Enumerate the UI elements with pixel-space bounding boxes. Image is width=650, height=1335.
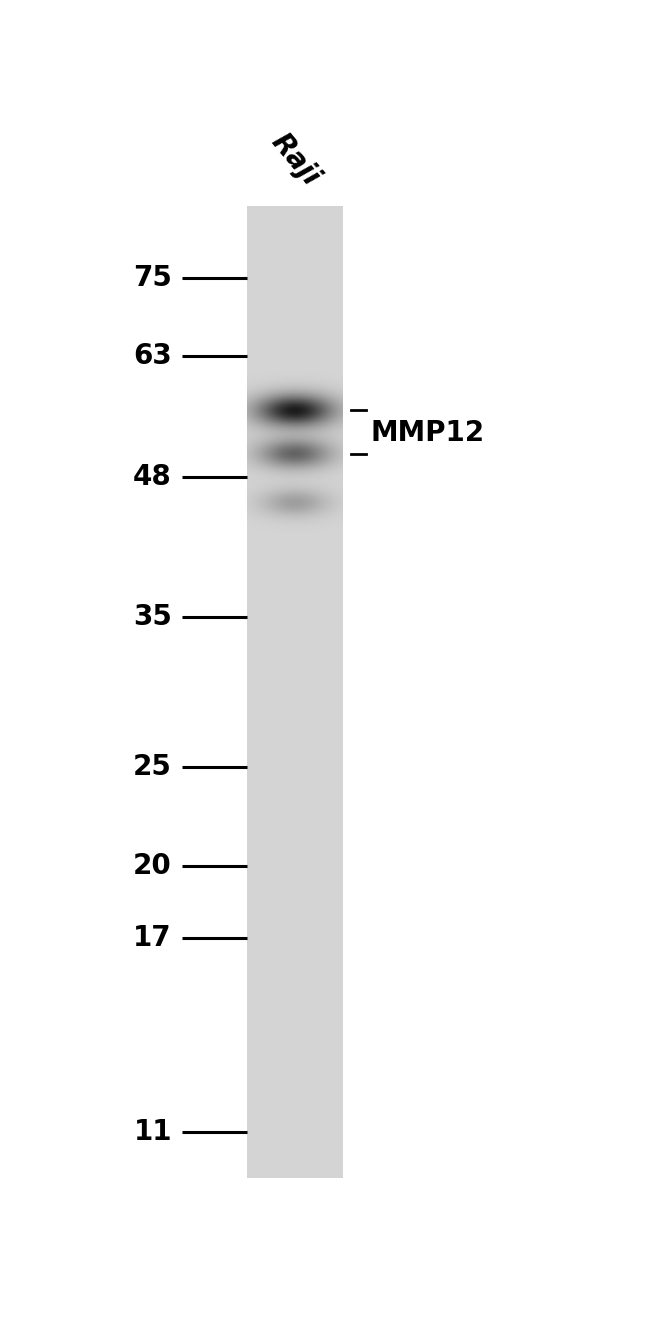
Text: 17: 17 [133, 924, 172, 952]
Bar [248, 207, 343, 1177]
Text: 20: 20 [133, 852, 172, 880]
Text: 25: 25 [133, 753, 172, 781]
Text: 75: 75 [133, 264, 172, 292]
Text: Raji: Raji [266, 128, 325, 191]
Text: 11: 11 [133, 1117, 172, 1145]
Text: 48: 48 [133, 463, 172, 491]
Text: 63: 63 [133, 342, 172, 370]
Text: 35: 35 [133, 603, 172, 631]
Text: MMP12: MMP12 [371, 419, 485, 447]
